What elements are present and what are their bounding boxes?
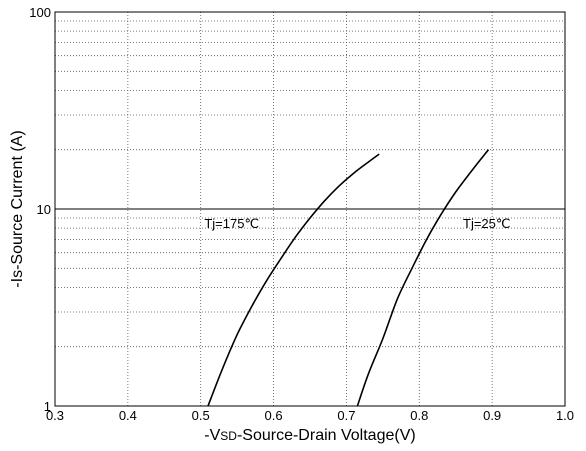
x-axis-label-prefix: -V (204, 427, 220, 444)
x-tick-label: 0.3 (46, 408, 64, 423)
annotations: Tj=175℃ Tj=25℃ (204, 216, 510, 231)
plot-frame (54, 11, 566, 407)
x-tick-label: 0.6 (265, 408, 283, 423)
series-line-0 (207, 153, 380, 407)
y-tick-label: 10 (37, 202, 51, 217)
x-tick-label: 0.5 (192, 408, 210, 423)
y-tick-label: 1 (44, 399, 51, 414)
y-tick-label: 100 (29, 5, 51, 20)
x-axis-label-suffix: -Source-Drain Voltage(V) (237, 427, 416, 444)
x-tick-label: 0.8 (410, 408, 428, 423)
grid (55, 12, 565, 406)
x-axis-label-subscript: SD (220, 429, 237, 443)
y-axis-label: -Is-Source Current (A) (9, 130, 26, 287)
x-axis-label: -VSD-Source-Drain Voltage(V) (204, 427, 415, 444)
curve-annotation: Tj=175℃ (204, 216, 259, 231)
x-tick-label: 0.4 (119, 408, 137, 423)
x-tick-label: 0.7 (337, 408, 355, 423)
x-ticks: 0.3 0.4 0.5 0.6 0.7 0.8 0.9 1.0 (46, 408, 574, 423)
y-ticks: 1 10 100 (29, 5, 51, 414)
series-line-1 (356, 149, 490, 407)
series-group (207, 149, 490, 407)
x-tick-label: 0.9 (483, 408, 501, 423)
curve-annotation: Tj=25℃ (463, 216, 510, 231)
x-tick-label: 1.0 (556, 408, 574, 423)
